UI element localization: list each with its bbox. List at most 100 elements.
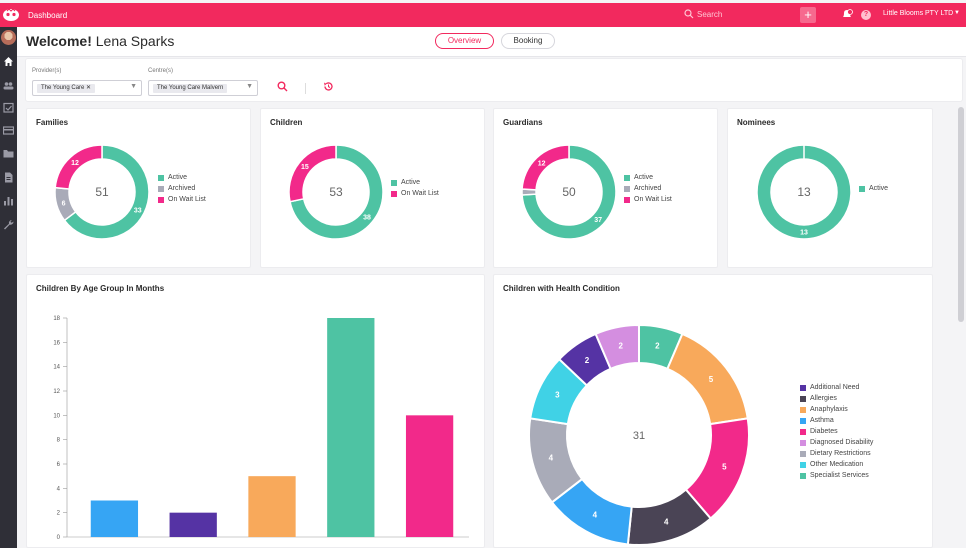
legend-item[interactable]: Other Medication [800,459,873,470]
y-tick-label: 6 [57,462,61,468]
notifications-icon[interactable] [841,9,853,20]
donut-slice[interactable] [289,144,384,240]
legend-label: Asthma [810,417,834,424]
slice-value-label: 4 [664,518,669,527]
donut-slice[interactable] [756,144,852,240]
tab-booking[interactable]: Booking [501,33,555,49]
donut-slice[interactable] [288,144,337,203]
donut-slice[interactable] [54,144,103,190]
legend-item[interactable]: On Wait List [624,194,672,205]
bar[interactable] [327,318,375,537]
legend-swatch [624,185,630,192]
avatar[interactable] [1,30,16,45]
legend-swatch [800,406,806,413]
card-icon[interactable] [3,125,14,136]
chevron-down-icon[interactable]: ▼ [954,10,960,16]
legend-item[interactable]: Asthma [800,415,873,426]
legend-swatch [800,395,806,402]
legend-item[interactable]: Diagnosed Disability [800,437,873,448]
people-icon[interactable] [3,80,14,91]
donut-slice[interactable] [63,144,150,240]
bar[interactable] [169,512,217,537]
legend-item[interactable]: Active [158,172,206,183]
legend-label: Archived [634,185,662,192]
legend-item[interactable]: Active [624,172,672,183]
wrench-icon[interactable] [3,219,14,230]
legend-item[interactable]: Active [391,177,439,188]
families-card: Families 33 6 12 51 Active Archived On Wait L… [26,108,251,268]
provider-select[interactable]: The Young Care ✕ ▼ [32,80,142,96]
page-header: Welcome! Lena Sparks Overview Booking [17,27,966,57]
slice-value-label: 3 [555,391,560,400]
app-logo-icon[interactable] [2,8,20,22]
legend-swatch [800,417,806,424]
slice-value-label: 15 [301,164,309,171]
legend-label: On Wait List [401,190,439,197]
chevron-down-icon[interactable]: ▼ [130,83,137,90]
slice-value-label: 38 [363,215,371,222]
search-input[interactable]: Search [684,9,722,19]
bar-chart-icon[interactable] [3,195,14,206]
legend-label: Diabetes [810,428,838,435]
app-title: Dashboard [28,10,68,20]
children-donut: 38 15 53 [288,144,384,240]
legend-item[interactable]: Archived [158,183,206,194]
legend-swatch [859,185,865,192]
legend-item[interactable]: Allergies [800,393,873,404]
organization-name[interactable]: Little Blooms PTY LTD [883,10,954,17]
legend-item[interactable]: Dietary Restrictions [800,448,873,459]
legend-item[interactable]: Archived [624,183,672,194]
legend-item[interactable]: Additional Need [800,382,873,393]
checklist-icon[interactable] [3,102,14,113]
donut-slice[interactable] [666,332,749,426]
legend-item[interactable]: Specialist Services [800,470,873,481]
guardians-donut: 37 12 50 [521,144,617,240]
legend-item[interactable]: Diabetes [800,426,873,437]
donut-slice[interactable] [594,323,640,371]
tab-overview[interactable]: Overview [435,33,494,49]
scrollbar[interactable] [958,107,964,322]
legend-item[interactable]: On Wait List [391,188,439,199]
home-icon[interactable] [3,56,14,67]
legend-item[interactable]: On Wait List [158,194,206,205]
bar[interactable] [90,500,139,538]
legend-label: Active [869,185,889,192]
centre-select[interactable]: The Young Care Malvern ▼ [148,80,258,96]
chevron-down-icon[interactable]: ▼ [246,83,253,90]
slice-value-label: 5 [709,375,714,384]
donut-total: 53 [329,185,343,199]
add-button[interactable]: + [800,7,816,23]
slice-value-label: 12 [71,160,79,167]
legend-label: Additional Need [810,384,860,391]
donut-slice[interactable] [521,144,570,191]
slice-value-label: 5 [722,462,727,471]
bar[interactable] [405,415,454,537]
search-icon [684,9,694,19]
card-title: Guardians [503,118,543,127]
y-tick-label: 10 [53,413,60,419]
legend-label: On Wait List [168,196,206,203]
folder-icon[interactable] [3,148,14,159]
health-condition-donut: 2 5 5 4 4 4 3 2 2 31 [528,323,750,546]
bar[interactable] [248,476,296,537]
close-icon[interactable]: ✕ [86,85,92,91]
nominees-legend: Active [859,183,888,194]
legend-item[interactable]: Anaphylaxis [800,404,873,415]
legend-swatch [624,196,630,203]
donut-slice[interactable] [521,144,617,240]
legend-label: Diagnosed Disability [810,439,874,446]
y-tick-label: 14 [53,365,60,371]
help-icon[interactable]: ? [861,10,871,20]
slice-value-label: 2 [585,356,590,365]
y-tick-label: 2 [57,511,61,517]
document-icon[interactable] [3,172,14,183]
reset-icon[interactable] [323,81,334,92]
legend-item[interactable]: Active [859,183,888,194]
legend-label: Other Medication [810,461,864,468]
guardians-legend: Active Archived On Wait List [624,172,672,205]
donut-total: 31 [633,430,645,442]
legend-label: Archived [168,185,196,192]
slice-value-label: 13 [800,229,808,236]
search-icon[interactable] [277,81,288,92]
